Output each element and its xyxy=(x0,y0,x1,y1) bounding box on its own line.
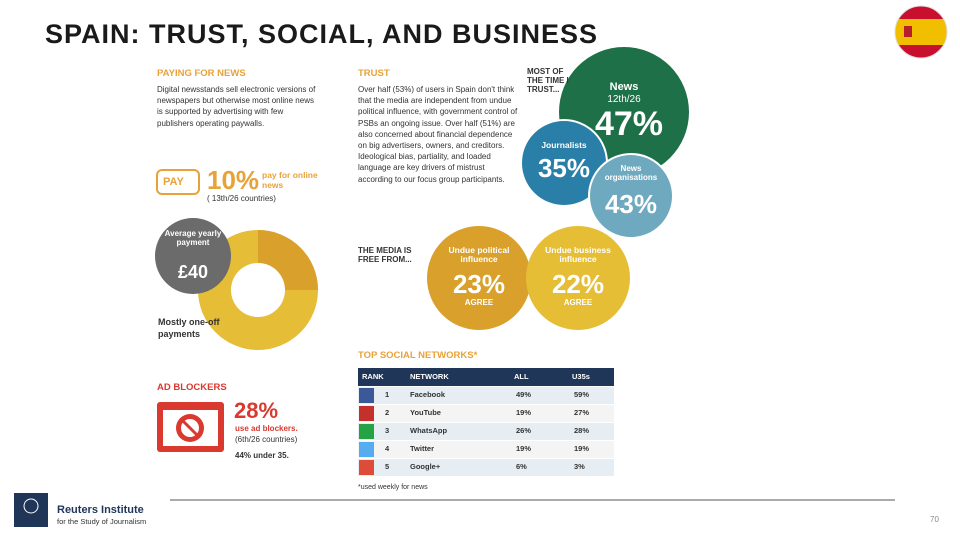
table-cell: WhatsApp xyxy=(410,426,448,435)
table-cell: 49% xyxy=(516,390,532,399)
bubble-value: 43% xyxy=(604,189,658,219)
bubble-label: Journalists xyxy=(541,140,587,150)
average-label: Average yearly payment xyxy=(164,229,222,248)
section-body: Digital newsstands sell electronic versi… xyxy=(157,85,316,128)
institute-name: Reuters Institute xyxy=(57,504,144,516)
table-cell: 5 xyxy=(385,462,390,471)
table-rows xyxy=(358,387,614,476)
network-icon xyxy=(359,424,374,439)
stat: 10% xyxy=(207,165,260,195)
column-header: NETWORK xyxy=(410,372,449,381)
bubble-label: Undue political influence xyxy=(448,245,510,265)
organisations-circle xyxy=(588,153,674,239)
footnote: *used weekly for news xyxy=(358,484,428,491)
bubble-value: 23% xyxy=(452,269,506,299)
section-heading: AD BLOCKERS xyxy=(157,382,227,393)
most-label: MOST OF THE TIME I TRUST... xyxy=(527,67,569,94)
logo xyxy=(14,493,48,527)
column-header: U35s xyxy=(572,372,590,381)
network-icon xyxy=(359,388,374,403)
slide-title: SPAIN: TRUST, SOCIAL, AND BUSINESS xyxy=(45,19,599,49)
section-heading: TRUST xyxy=(358,68,390,79)
flag xyxy=(894,5,948,59)
table-cell: 26% xyxy=(516,426,532,435)
column-header: ALL xyxy=(514,372,529,381)
pay-badge-text: PAY xyxy=(163,176,184,188)
section-heading: PAYING FOR NEWS xyxy=(157,68,246,79)
bubble-note: AGREE xyxy=(563,298,593,307)
donut-hole xyxy=(231,263,285,317)
logo-crest xyxy=(23,498,39,514)
table-cell: 3% xyxy=(574,462,585,471)
table-cell: Facebook xyxy=(410,390,446,399)
business-circle xyxy=(526,226,630,330)
section-heading: TOP SOCIAL NETWORKS* xyxy=(358,350,478,361)
ad-block-icon xyxy=(157,402,224,452)
average-value: £40 xyxy=(177,262,209,282)
free-label: THE MEDIA IS FREE FROM... xyxy=(358,246,412,265)
institute-subtitle: for the Study of Journalism xyxy=(57,517,147,526)
rank-note: ( 13th/26 countries) xyxy=(207,194,276,203)
table-cell: 19% xyxy=(516,444,532,453)
bubble-label: News organisations xyxy=(604,164,658,182)
network-icon xyxy=(359,406,374,421)
table-row xyxy=(358,405,614,422)
stat-label: pay for online news xyxy=(262,170,318,191)
table-cell: 4 xyxy=(385,444,390,453)
stat-label: use ad blockers. xyxy=(235,424,298,433)
table-cell: 6% xyxy=(516,462,527,471)
table-row xyxy=(358,423,614,440)
section-body: Over half (53%) of users in Spain don't … xyxy=(358,85,518,184)
page-number: 70 xyxy=(930,515,939,524)
bubble-value: 47% xyxy=(594,105,664,143)
rank-note: (6th/26 countries) xyxy=(235,435,298,444)
bubble-rank: 12th/26 xyxy=(607,94,641,105)
under-35: 44% under 35. xyxy=(235,451,289,460)
table-cell: 19% xyxy=(574,444,590,453)
bubble-label: Undue business influence xyxy=(545,245,611,265)
bubble-value: 35% xyxy=(537,153,591,183)
bubble-note: AGREE xyxy=(464,298,494,307)
table-header xyxy=(358,368,614,386)
column-header: RANK xyxy=(362,372,384,381)
donut-note: Mostly one-off payments xyxy=(158,317,220,339)
table-cell: 59% xyxy=(574,390,590,399)
table-row xyxy=(358,459,614,476)
stat: 28% xyxy=(234,398,279,423)
bubble-label: News xyxy=(609,81,639,93)
table-cell: Google+ xyxy=(410,462,441,471)
table-cell: 27% xyxy=(574,408,590,417)
table-row xyxy=(358,441,614,458)
table-cell: 1 xyxy=(385,390,390,399)
table-cell: 2 xyxy=(385,408,390,417)
network-icon xyxy=(359,460,374,475)
bubble-value: 22% xyxy=(551,269,605,299)
table-cell: 28% xyxy=(574,426,590,435)
network-icon xyxy=(359,442,374,457)
table-cell: 19% xyxy=(516,408,532,417)
political-circle xyxy=(427,226,531,330)
average-circle xyxy=(155,218,231,294)
table-cell: YouTube xyxy=(410,408,441,417)
table-cell: Twitter xyxy=(410,444,435,453)
table-cell: 3 xyxy=(385,426,390,435)
pay-badge xyxy=(156,169,200,195)
table-row xyxy=(358,387,614,404)
